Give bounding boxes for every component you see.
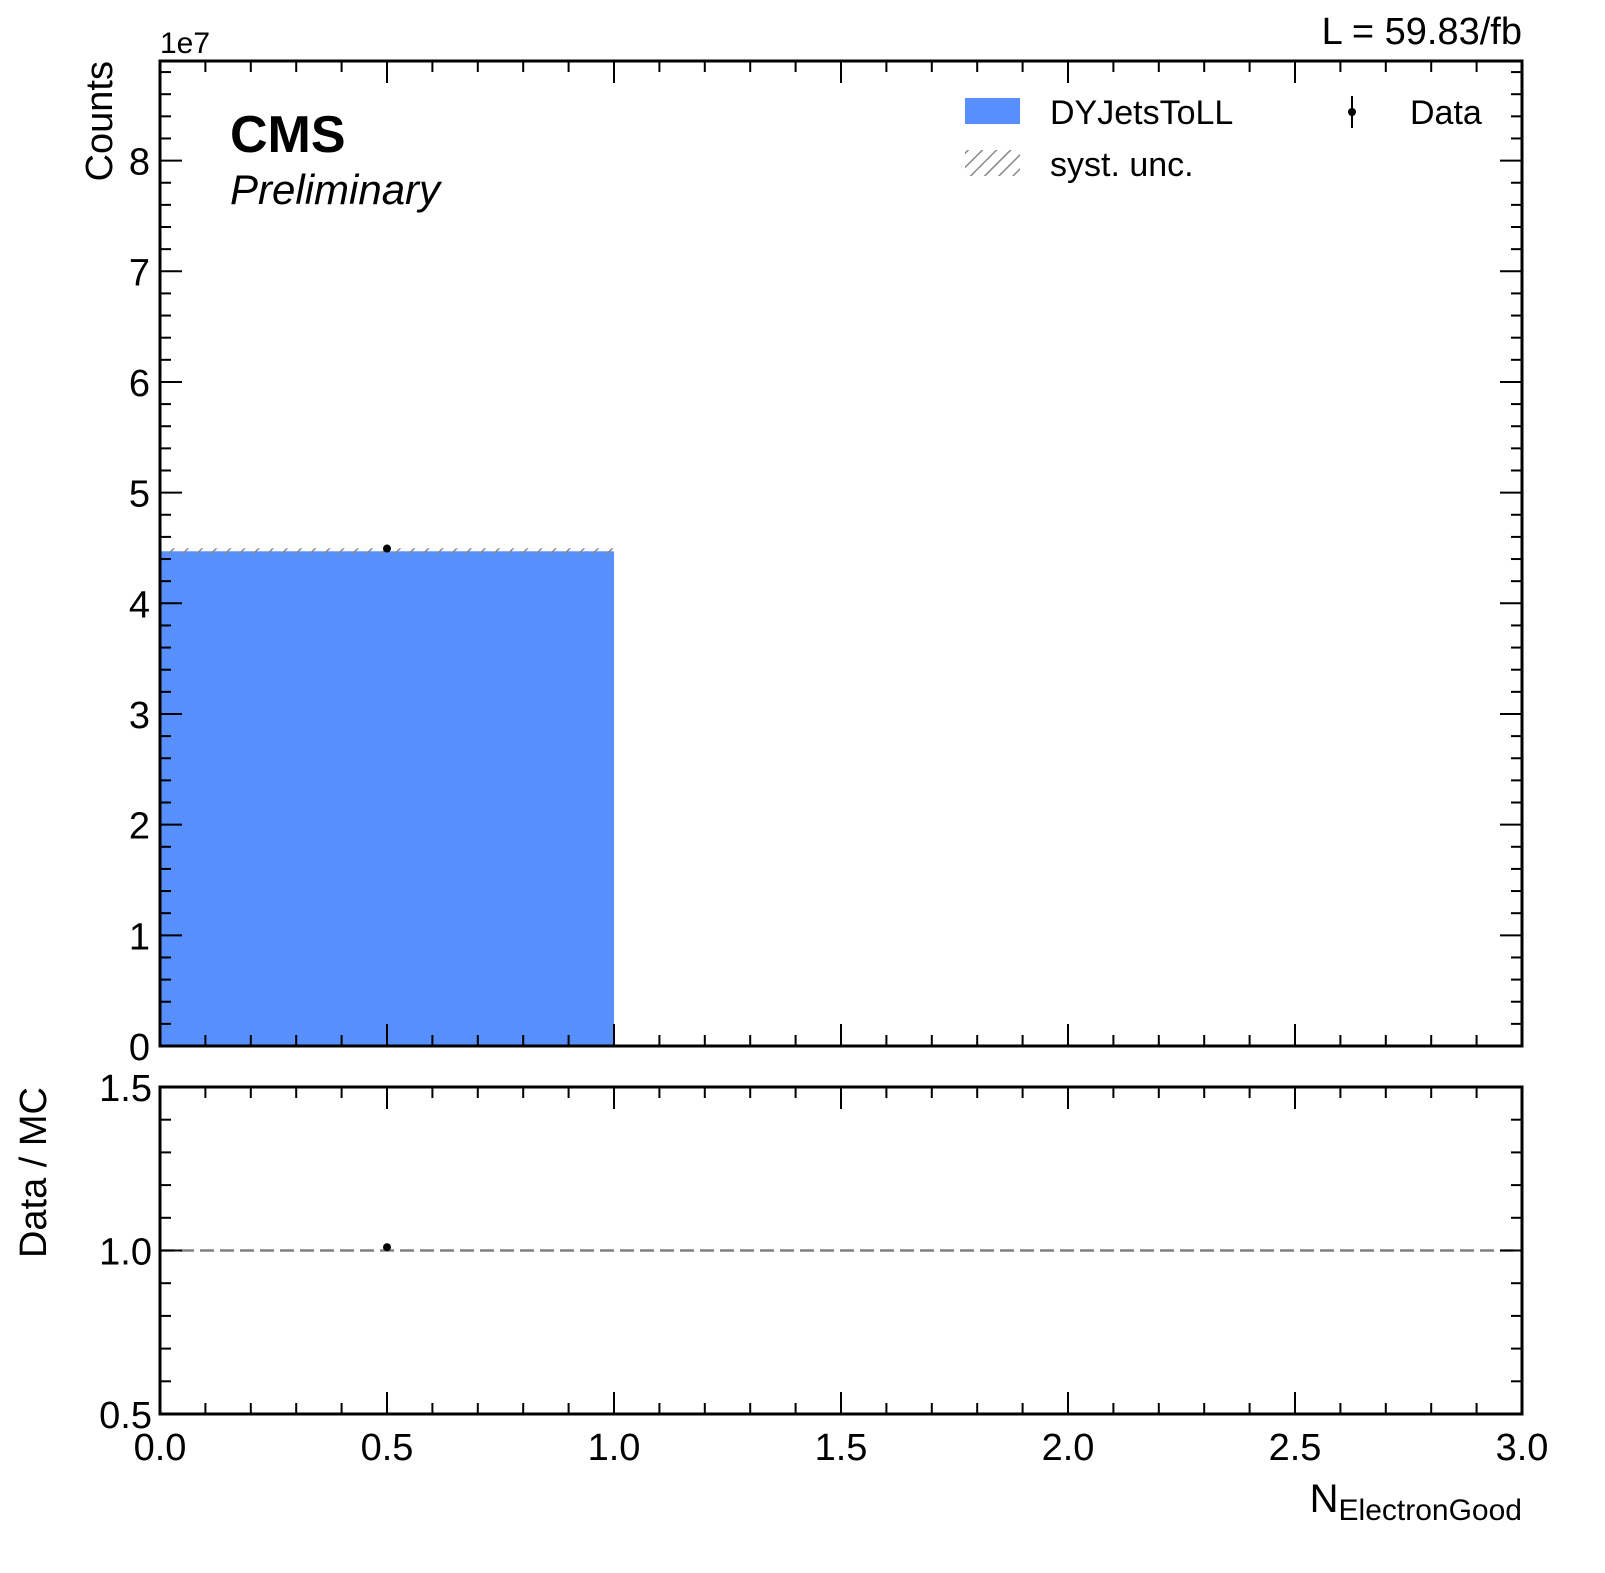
- x-axis-label-main: N: [1310, 1477, 1339, 1521]
- x-axis-label-subscript: ElectronGood: [1339, 1494, 1522, 1527]
- ratio-point: [383, 1243, 391, 1252]
- y-tick-label: 3: [129, 695, 150, 737]
- status-label: Preliminary: [230, 166, 443, 213]
- ratio-y-tick-label: 0.5: [99, 1395, 152, 1437]
- ratio-panel: 0.51.01.5 0.0 0.5 1.0 1.5 2.0 2.5 3.0 Data / M…: [13, 1068, 1548, 1527]
- ratio-y-tick-labels: 0.5 1.0 1.5: [99, 1068, 152, 1437]
- histogram-bar: [160, 551, 614, 1046]
- y-tick-label: 0: [129, 1027, 150, 1069]
- y-tick-label: 2: [129, 806, 150, 848]
- y-tick-label: 8: [129, 142, 150, 184]
- x-tick-label: 0.0: [134, 1427, 187, 1469]
- legend-data-marker: [1348, 108, 1356, 116]
- experiment-label: CMS: [230, 106, 346, 164]
- x-tick-label: 3.0: [1496, 1427, 1549, 1469]
- x-tick-labels: 0.0 0.5 1.0 1.5 2.0 2.5 3.0: [134, 1427, 1549, 1469]
- main-frame: [158, 59, 1524, 1048]
- histogram-bars: [160, 551, 614, 1046]
- ratio-points: [383, 1243, 391, 1252]
- legend-label-syst: syst. unc.: [1050, 146, 1194, 184]
- ratio-y-tick-label: 1.5: [99, 1068, 152, 1110]
- main-y-tick-labels: 0 1 2 3 4 5 6 7 8: [129, 142, 150, 1069]
- y-tick-label: 1: [129, 916, 150, 958]
- legend-swatch-syst: [965, 150, 1020, 176]
- legend-swatch-dyjetstoll: [965, 98, 1020, 124]
- y-tick-label: 4: [129, 584, 150, 626]
- x-axis-label: NElectronGood: [1310, 1477, 1522, 1527]
- legend: DYJetsToLL syst. unc. Data: [965, 94, 1482, 184]
- x-tick-label: 1.5: [815, 1427, 868, 1469]
- ratio-y-tick-label: 1.0: [99, 1232, 152, 1274]
- y-tick-label: 5: [129, 474, 150, 516]
- ratio-frame: [158, 1085, 1524, 1416]
- y-axis-label: Counts: [79, 61, 121, 181]
- y-tick-label: 6: [129, 363, 150, 405]
- x-tick-label: 2.0: [1042, 1427, 1095, 1469]
- ratio-y-axis-label: Data / MC: [13, 1087, 55, 1258]
- legend-label-data: Data: [1410, 94, 1482, 132]
- x-tick-label: 1.0: [588, 1427, 641, 1469]
- data-point: [383, 544, 391, 553]
- main-panel: 0 1 2 3 4 5 6 7 8 1e7 Counts CMS Preliminary L =…: [79, 11, 1524, 1069]
- lumi-label: L = 59.83/fb: [1322, 11, 1522, 53]
- x-tick-label: 0.5: [361, 1427, 414, 1469]
- y-exponent-label: 1e7: [160, 27, 210, 60]
- y-tick-label: 7: [129, 252, 150, 294]
- legend-label-dyjetstoll: DYJetsToLL: [1050, 94, 1233, 132]
- x-tick-label: 2.5: [1269, 1427, 1322, 1469]
- data-points: [383, 544, 391, 553]
- main-ticks: [159, 61, 1523, 1047]
